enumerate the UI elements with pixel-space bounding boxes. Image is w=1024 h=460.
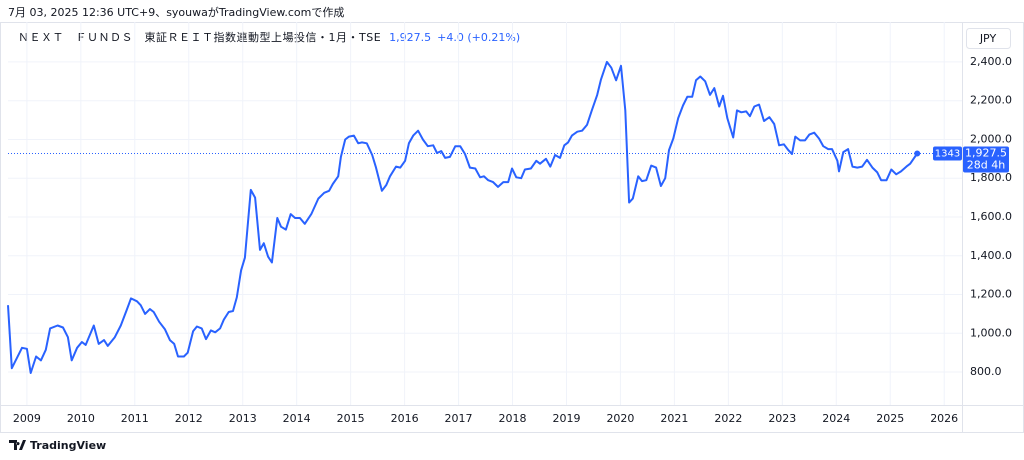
price-line — [7, 60, 919, 374]
x-tick-label: 2026 — [930, 412, 958, 425]
y-tick-label: 1,600.0 — [970, 210, 1012, 223]
x-tick-label: 2017 — [445, 412, 473, 425]
x-tick-label: 2020 — [606, 412, 634, 425]
x-tick-label: 2023 — [768, 412, 796, 425]
x-tick-label: 2014 — [283, 412, 311, 425]
price-tag-label: 1,927.5 — [965, 147, 1007, 160]
x-tick-label: 2016 — [391, 412, 419, 425]
header-price: 1,927.5 — [389, 31, 431, 44]
currency-box[interactable] — [966, 28, 1011, 49]
y-tick-label: 2,400.0 — [970, 55, 1012, 68]
y-tick-label: 1,800.0 — [970, 171, 1012, 184]
price-tag — [963, 146, 1009, 173]
last-point — [914, 150, 921, 157]
chart-title: ＮＥＸＴ ＦＵＮＤＳ 東証ＲＥＩＴ指数連動型上場投信・1月・TSE — [18, 30, 381, 44]
y-tick-label: 1,400.0 — [970, 249, 1012, 262]
logo-icon — [9, 440, 26, 450]
brand: TradingView — [30, 439, 106, 452]
x-tick-label: 2012 — [175, 412, 203, 425]
x-tick-label: 2022 — [714, 412, 742, 425]
x-tick-label: 2019 — [552, 412, 580, 425]
x-tick-label: 2018 — [499, 412, 527, 425]
x-tick-label: 2015 — [337, 412, 365, 425]
countdown: 28d 4h — [967, 159, 1005, 172]
currency: JPY — [979, 32, 997, 45]
header-change: +4.0 (+0.21%) — [437, 31, 520, 44]
x-tick-label: 2010 — [67, 412, 95, 425]
x-tick-label: 2021 — [660, 412, 688, 425]
logo — [9, 440, 26, 450]
x-tick-label: 2011 — [121, 412, 149, 425]
y-tick-label: 2,200.0 — [970, 94, 1012, 107]
y-tick-label: 800.0 — [970, 365, 1002, 378]
created-note: 7月 03, 2025 12:36 UTC+9、syouwaがTradingVi… — [8, 5, 344, 19]
y-tick-label: 1,200.0 — [970, 288, 1012, 301]
x-tick-label: 2013 — [229, 412, 257, 425]
badge-label: 1343 — [935, 149, 960, 160]
x-tick-label: 2025 — [876, 412, 904, 425]
y-tick-label: 1,000.0 — [970, 326, 1012, 339]
badge — [933, 146, 962, 161]
y-tick-label: 2,000.0 — [970, 132, 1012, 145]
x-tick-label: 2009 — [13, 412, 41, 425]
x-tick-label: 2024 — [822, 412, 850, 425]
